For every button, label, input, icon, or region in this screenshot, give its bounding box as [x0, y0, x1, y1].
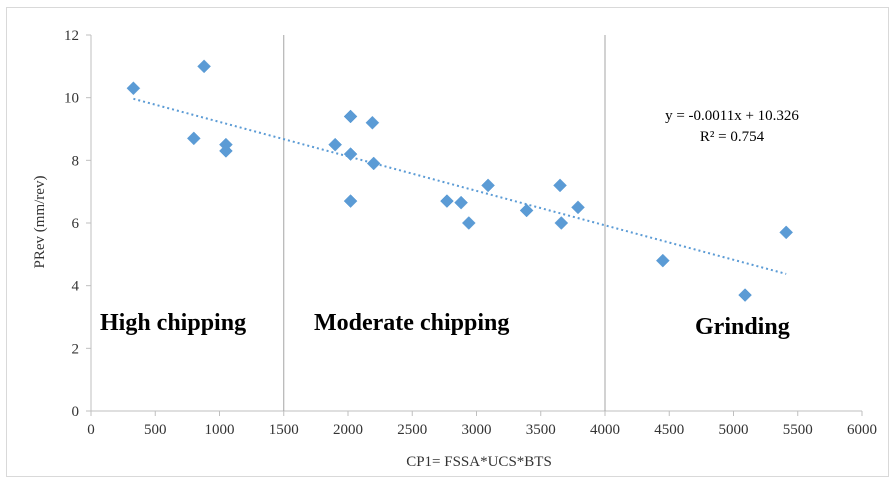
region-label-grinding: Grinding — [695, 314, 790, 340]
trendline-equation: y = -0.0011x + 10.326 — [665, 108, 799, 124]
y-axis-title: PRev (mm/rev) — [32, 176, 48, 269]
region-label-moderate-chipping: Moderate chipping — [314, 310, 509, 336]
x-tick-label: 2000 — [333, 422, 363, 438]
y-tick-label: 10 — [64, 91, 79, 107]
x-tick-label: 3500 — [526, 422, 556, 438]
chart-frame: 0 2 4 6 8 10 12 0 500 1000 1500 2000 2500 3000 3500 40… — [6, 7, 889, 477]
data-point — [553, 178, 567, 193]
data-point — [328, 137, 343, 152]
data-point — [655, 253, 670, 268]
data-points — [126, 59, 794, 302]
data-point — [343, 194, 358, 208]
data-point — [197, 59, 211, 74]
data-point — [519, 203, 534, 218]
data-point — [738, 288, 752, 302]
data-point — [481, 178, 495, 193]
scatter-chart: 0 2 4 6 8 10 12 0 500 1000 1500 2000 2500 3000 3500 40… — [32, 28, 877, 470]
x-tick-label: 5000 — [719, 422, 749, 438]
trendline-line — [133, 97, 787, 275]
x-tick-label: 0 — [87, 422, 95, 438]
trendline-r-squared: R² = 0.754 — [700, 129, 765, 145]
x-tick-label: 1000 — [205, 422, 235, 438]
y-tick-label: 4 — [72, 279, 80, 295]
x-tick-label: 2500 — [397, 422, 427, 438]
data-point — [186, 131, 201, 146]
data-point — [126, 81, 141, 96]
x-tick-label: 3000 — [462, 422, 492, 438]
x-axis: 0 500 1000 1500 2000 2500 3000 3500 4000 4500 5000… — [87, 410, 877, 438]
x-tick-label: 6000 — [847, 422, 877, 438]
data-point — [571, 200, 585, 215]
x-axis-title: CP1= FSSA*UCS*BTS — [406, 454, 552, 470]
y-tick-label: 6 — [72, 216, 80, 232]
data-point — [454, 195, 468, 210]
region-label-high-chipping: High chipping — [100, 310, 246, 336]
y-tick-label: 2 — [72, 341, 80, 357]
data-point — [554, 216, 569, 230]
y-axis: 0 2 4 6 8 10 12 — [64, 28, 92, 420]
data-point — [461, 216, 476, 230]
x-tick-label: 4000 — [590, 422, 620, 438]
trendline — [133, 97, 787, 275]
y-tick-label: 12 — [64, 28, 79, 44]
x-tick-label: 500 — [144, 422, 167, 438]
x-tick-label: 1500 — [269, 422, 299, 438]
data-point — [219, 144, 233, 158]
x-tick-label: 4500 — [654, 422, 684, 438]
region-dividers — [283, 35, 606, 411]
y-tick-label: 0 — [72, 404, 80, 420]
x-tick-label: 5500 — [783, 422, 813, 438]
data-point — [779, 225, 794, 240]
y-tick-label: 8 — [72, 153, 80, 169]
data-point — [365, 115, 380, 130]
data-point — [366, 156, 381, 171]
data-point — [343, 109, 358, 124]
data-point — [343, 147, 358, 161]
data-point — [440, 194, 454, 208]
